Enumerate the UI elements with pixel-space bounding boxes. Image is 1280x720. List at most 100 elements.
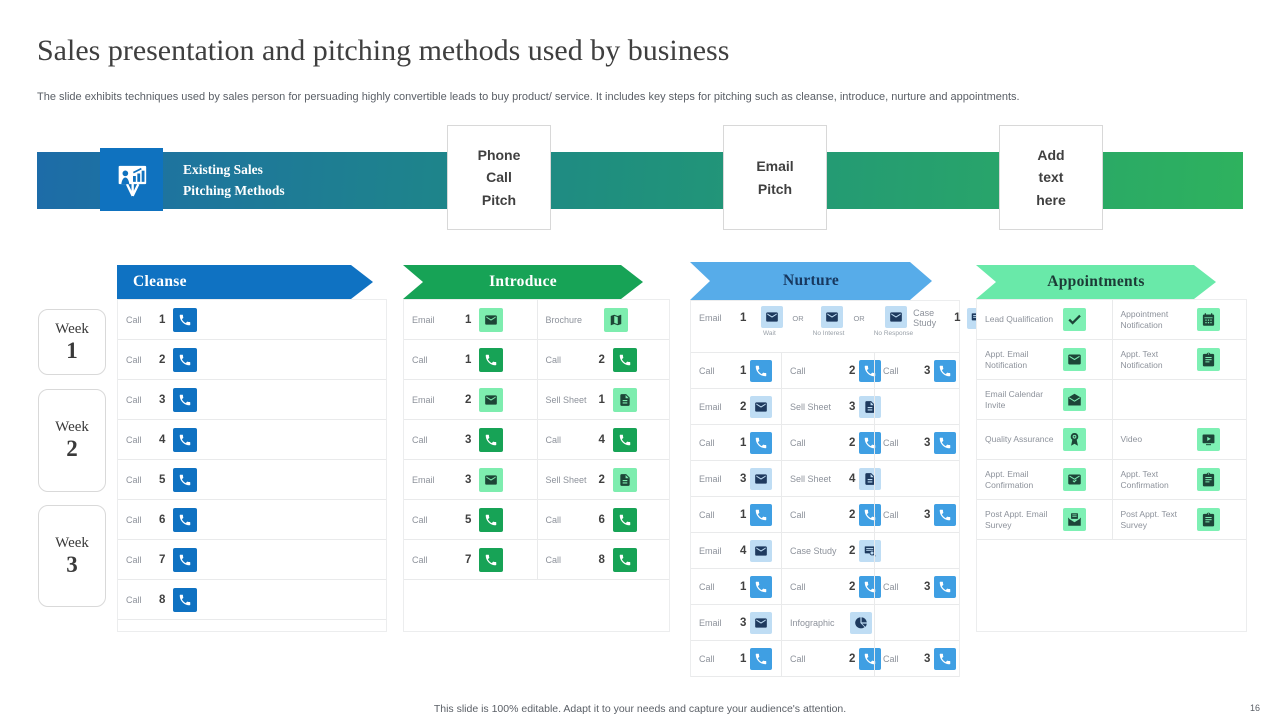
cell-sell-sheet-2: Sell Sheet 2 [536, 460, 670, 499]
table-row: Call 7 Call 8 [404, 540, 669, 580]
cell-number: 1 [159, 313, 166, 326]
cell-label: Call [126, 514, 142, 525]
cell-label: Infographic [790, 617, 835, 628]
cell-call-1: Call 1 [118, 300, 386, 339]
case-study-icon [859, 539, 882, 562]
introduce-column: Introduce Email 1 Brochure Call 1 Call 2 Email 2 S… [403, 265, 670, 632]
cell-call-1: Call 1 [691, 641, 781, 676]
phone-icon [750, 647, 773, 670]
table-row: Appt. Email Confirmation Appt. Text Confi… [977, 460, 1246, 500]
pie-icon [850, 611, 872, 634]
cell-label: Call [699, 653, 715, 664]
table-row: Call 1 Call 2 [404, 340, 669, 380]
cell-call-8: Call 8 [536, 540, 670, 579]
empty-cell [874, 389, 959, 424]
cell-label: Call [790, 365, 806, 376]
map-icon [603, 307, 628, 332]
cell-call-8: Call 8 [118, 580, 386, 619]
cell-label: Appt. Email Confirmation [985, 469, 1034, 490]
cell-call-3: Call 3 [874, 569, 959, 604]
phone-icon [750, 503, 773, 526]
cell-number: 2 [849, 652, 856, 665]
cell-appointment-notification: Appointment Notification [1111, 300, 1247, 339]
cell-appt-text-confirmation: Appt. Text Confirmation [1111, 460, 1247, 499]
cell-number: 3 [740, 616, 747, 629]
cell-quality-assurance: Quality Assurance [977, 420, 1112, 459]
cell-call-4: Call 4 [118, 420, 386, 459]
cell-label: Sell Sheet [790, 401, 832, 412]
cell-label: Lead Qualification [985, 314, 1054, 325]
phone-icon [934, 647, 957, 670]
cell-label: Call [883, 581, 899, 592]
cell-call-2: Call 2 [781, 641, 882, 676]
or-option: No Interest [812, 306, 845, 337]
cell-call-1: Call 1 [691, 425, 781, 460]
introduce-rows: Email 1 Brochure Call 1 Call 2 Email 2 Sell Sheet… [403, 299, 670, 632]
cell-label: Call [126, 474, 142, 485]
cell-appt-text-notification: Appt. Text Notification [1111, 340, 1247, 379]
cell-call-3: Call 3 [404, 420, 537, 459]
phone-icon [934, 503, 957, 526]
table-row: Call 1 Call 2 Call 3 [691, 353, 959, 389]
cell-label: Email [699, 401, 722, 412]
document-icon [612, 467, 637, 492]
cell-label: Call [412, 354, 428, 365]
cell-label: Email [699, 473, 722, 484]
week-word: Week [55, 419, 89, 435]
or-option-caption: No Interest [812, 330, 845, 337]
or-option-caption: Wait [763, 330, 776, 337]
cell-number: 1 [740, 580, 747, 593]
cell-number: 7 [159, 553, 166, 566]
cell-number: 2 [159, 353, 166, 366]
cell-label: Case Study [790, 545, 837, 556]
cell-number: 2 [740, 400, 747, 413]
cell-number: 3 [849, 400, 856, 413]
cell-label: Call [412, 434, 428, 445]
cell-number: 7 [465, 553, 472, 566]
week-word: Week [55, 320, 89, 337]
phone-icon [750, 575, 773, 598]
clipboard-icon [1197, 508, 1220, 531]
table-row: Call 4 [118, 420, 386, 460]
cell-label: Video [1120, 434, 1143, 445]
cell-email-4: Email 4 [691, 533, 781, 568]
week-number: 1 [66, 337, 78, 363]
table-row: Post Appt. Email Survey Post Appt. Text S… [977, 500, 1246, 540]
method-box-phone-call-pitch: Phone Call Pitch [447, 125, 551, 230]
cell-label: Call [883, 365, 899, 376]
cell-label: Call [545, 554, 562, 565]
cell-label: Post Appt. Email Survey [985, 509, 1048, 530]
cell-infographic: Infographic [781, 605, 874, 640]
empty-cell [1111, 380, 1247, 419]
cell-label: Appt. Email Notification [985, 349, 1029, 370]
cell-label: Call [126, 554, 142, 565]
table-row: Call 1 Call 2 Call 3 [691, 497, 959, 533]
cell-sell-sheet-3: Sell Sheet 3 [781, 389, 882, 424]
cell-label: Call [699, 437, 715, 448]
cell-email-2: Email 2 [691, 389, 781, 424]
cell-number: 5 [159, 473, 166, 486]
cell-number: 1 [740, 508, 747, 521]
cell-label: Email [412, 474, 435, 485]
envelope-open-icon [1062, 388, 1086, 411]
envelope-icon [820, 306, 843, 328]
cleanse-column: Cleanse Call 1 Call 2 Call 3 Call 4 Call 5 Call 6 Cal… [117, 265, 387, 632]
cell-sell-sheet-1: Sell Sheet 1 [536, 380, 670, 419]
clipboard-icon [1197, 348, 1220, 371]
phone-icon [612, 547, 637, 572]
cleanse-rows: Call 1 Call 2 Call 3 Call 4 Call 5 Call 6 Call 7 Call 8 [117, 299, 387, 632]
phone-icon [750, 431, 773, 454]
phone-icon [173, 387, 198, 412]
cell-call-2: Call 2 [781, 497, 882, 532]
or-label: OR [792, 314, 804, 323]
cell-number: 5 [465, 513, 472, 526]
cell-call-1: Call 1 [404, 340, 537, 379]
cell-label: Sell Sheet [545, 394, 587, 405]
cell-call-2: Call 2 [118, 340, 386, 379]
video-icon [1197, 428, 1220, 451]
phone-icon [934, 431, 957, 454]
calendar-icon [1197, 308, 1220, 331]
table-row: Email 4 Case Study 2 [691, 533, 959, 569]
cell-label: Sell Sheet [790, 473, 832, 484]
cell-number: 2 [849, 364, 856, 377]
